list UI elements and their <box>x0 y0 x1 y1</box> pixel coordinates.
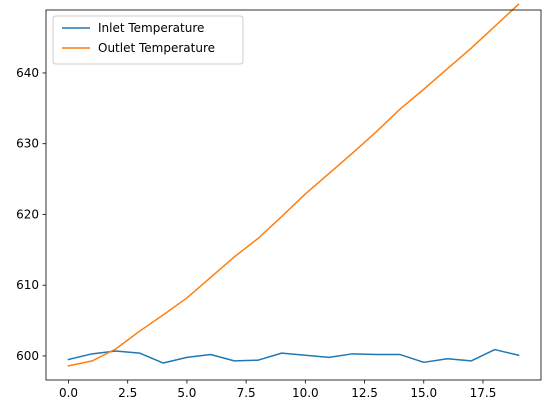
x-tick-label: 2.5 <box>118 386 137 400</box>
x-tick-label: 10.0 <box>292 386 319 400</box>
y-tick-label: 600 <box>16 349 39 363</box>
x-tick-label: 17.5 <box>470 386 497 400</box>
legend-box <box>52 15 244 65</box>
series-layer <box>67 3 520 367</box>
legend-label-outlet: Outlet Temperature <box>98 41 215 55</box>
series-line-outlet <box>67 3 520 367</box>
axes-frame <box>45 9 542 381</box>
x-tick-label: 0.0 <box>59 386 78 400</box>
y-tick-label: 630 <box>16 137 39 151</box>
axes-spines <box>45 9 542 381</box>
y-tick-label: 640 <box>16 66 39 80</box>
x-tick-label: 15.0 <box>410 386 437 400</box>
x-tick-label: 7.5 <box>237 386 256 400</box>
y-tick-label: 620 <box>16 207 39 221</box>
series-line-inlet <box>67 348 520 364</box>
x-tick-label: 12.5 <box>351 386 378 400</box>
y-tick-label: 610 <box>16 278 39 292</box>
x-tick-label: 5.0 <box>177 386 196 400</box>
legend-label-inlet: Inlet Temperature <box>98 21 204 35</box>
tick-layer: 0.0 2.5 5.0 7.5 10.0 12.5 15.0 17.5 600 610 620 630… <box>16 66 496 400</box>
legend: Inlet Temperature Outlet Temperature <box>52 15 244 65</box>
